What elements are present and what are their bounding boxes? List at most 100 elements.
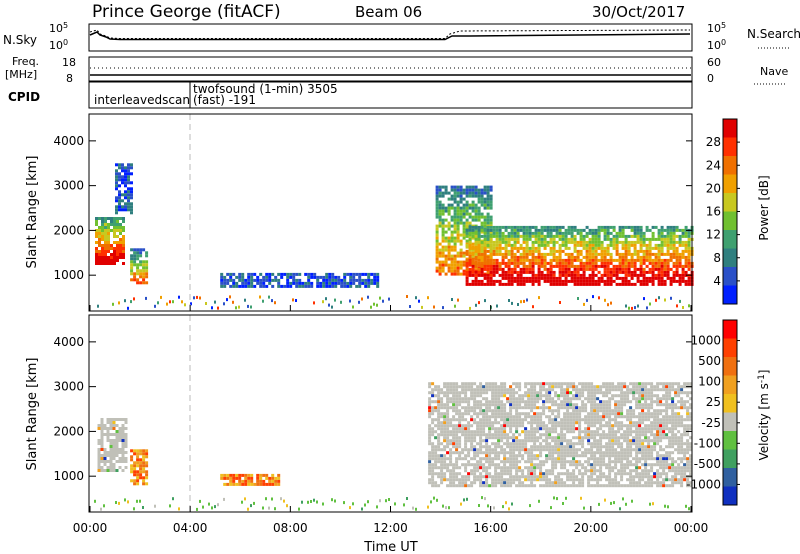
power-cell [286,272,290,276]
power-cell [642,249,646,253]
velocity-cell [446,415,450,419]
velocity-cell [530,430,534,434]
velocity-cell [677,436,681,440]
velocity-cell [494,433,498,437]
power-cell [654,264,658,268]
velocity-cell [623,385,627,389]
power-cell [657,282,661,286]
velocity-cell [97,463,101,466]
velocity-cell [617,430,621,434]
velocity-cell [512,403,516,407]
velocity-cell [623,454,627,458]
velocity-cell [100,436,104,439]
velocity-cell [482,403,486,407]
velocity-cell [527,406,531,410]
velocity-cell [455,385,459,389]
power-cell [642,234,646,238]
power-cell [546,270,550,274]
power-cell [513,225,517,229]
velocity-cell [608,400,612,404]
velocity-cell [644,475,648,479]
velocity-cell [488,409,492,413]
power-cell [121,166,124,170]
velocity-cell [686,394,690,398]
velocity-cell [503,478,507,482]
power-cell [444,185,448,189]
velocity-cell [665,460,669,464]
power-cell [477,240,481,244]
power-cell [110,220,113,223]
power-cell [486,197,490,201]
power-cell [645,237,649,241]
velocity-cell [431,394,435,398]
velocity-cell [470,388,474,392]
power-cell [331,278,335,282]
power-cell [573,240,577,244]
power-cell [121,193,124,197]
velocity-cell [653,445,657,449]
velocity-cell [593,442,597,446]
power-cell [483,255,487,259]
power-cell [633,231,637,235]
velocity-cell [524,478,528,482]
velocity-cell [662,430,666,434]
velocity-cell [431,433,435,437]
power-cell [444,239,448,243]
power-cell [516,228,520,232]
velocity-cell [626,451,630,455]
power-cell [121,199,124,203]
velocity-cell [662,448,666,452]
power-cell [119,241,122,244]
power-cell [663,279,667,283]
velocity-cell [232,479,236,483]
nsearch-label: N.Search [747,27,800,41]
velocity-cell [500,448,504,452]
power-cell [591,255,595,259]
power-cell [459,254,463,258]
power-cell [435,206,439,210]
power-cell [546,252,550,256]
velocity-cell [617,427,621,431]
velocity-cell [539,427,543,431]
power-cell [669,225,673,229]
power-cell [666,240,670,244]
velocity-cell [590,430,594,434]
power-cell [116,223,119,226]
velocity-cell [560,460,564,464]
power-nearrange-cell [313,301,315,305]
power-cell [489,282,493,286]
velocity-cell [566,430,570,434]
velocity-cell [644,436,648,440]
velocity-cell [124,427,128,430]
velocity-cell [530,436,534,440]
velocity-cell [530,484,534,488]
velocity-cell [581,484,585,488]
power-cell [603,225,607,229]
power-cell [630,255,634,259]
power-cell [313,272,317,276]
power-cell [645,264,649,268]
power-cell [118,196,121,200]
power-nearrange-cell [382,299,384,303]
velocity-cell [593,391,597,395]
velocity-cell [563,427,567,431]
power-cell [600,261,604,265]
velocity-cell [121,436,125,439]
power-cell [101,229,104,232]
power-cell [130,205,133,209]
velocity-cell [665,484,669,488]
velocity-cell [494,412,498,416]
power-cell [501,225,505,229]
power-cell [495,264,499,268]
cpid-segment-1: twofsound (1-min) 3505 [193,82,338,96]
velocity-cell [506,433,510,437]
velocity-cell [653,412,657,416]
power-cell [435,266,439,270]
velocity-nearrange-cell [388,498,390,501]
power-cell [115,205,118,209]
power-cell [528,225,532,229]
velocity-cell [455,472,459,476]
power-cell [122,250,125,253]
power-cell [558,237,562,241]
power-cell [624,252,628,256]
